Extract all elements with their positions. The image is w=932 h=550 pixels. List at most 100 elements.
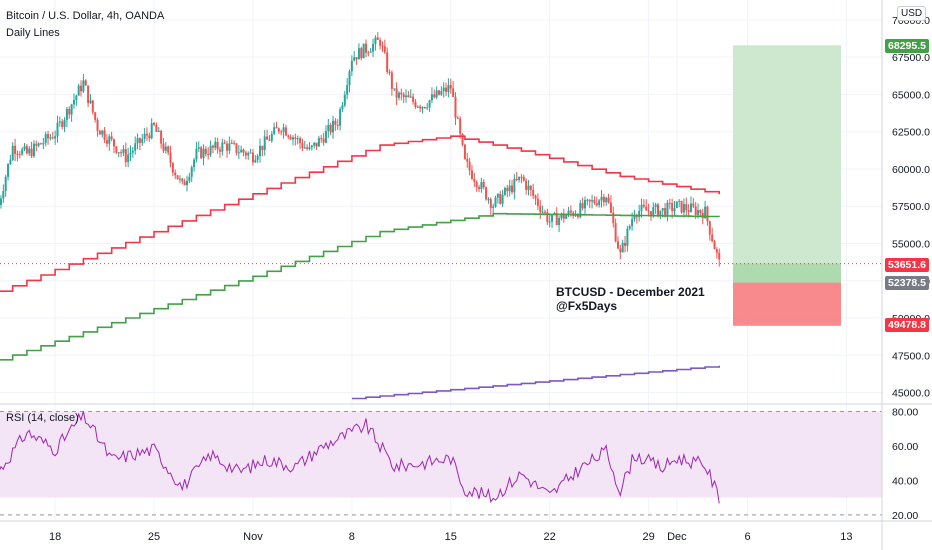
candle-body (631, 219, 634, 227)
candle-body (489, 199, 492, 208)
candle-body (96, 119, 99, 131)
candle-body (638, 210, 641, 218)
candle-body (437, 90, 440, 95)
candle-body (548, 221, 551, 223)
candle-body (117, 152, 120, 154)
candle-body (35, 143, 38, 146)
candle-body (153, 123, 156, 125)
candle-body (449, 85, 452, 89)
candle-body (680, 200, 683, 213)
candle-body (266, 136, 269, 140)
candle-body (442, 87, 445, 92)
candle-body (80, 85, 83, 92)
candle-body (223, 142, 226, 144)
candle-body (694, 206, 697, 215)
candle-body (98, 130, 101, 135)
candle-body (372, 44, 375, 52)
candle-body (499, 193, 502, 204)
candle-body (40, 143, 42, 145)
candle-body (221, 142, 224, 152)
time-tick-label: Nov (243, 531, 263, 543)
candle-body (190, 167, 193, 177)
rsi-pane (0, 410, 882, 516)
candle-body (624, 242, 627, 246)
candle-body (228, 143, 231, 151)
candle-body (18, 154, 21, 156)
candle-body (249, 152, 252, 154)
candle-body (692, 203, 695, 207)
candle-body (329, 124, 332, 133)
candle-body (666, 202, 669, 217)
candle-body (259, 145, 262, 157)
candle-body (685, 204, 688, 211)
candle-body (313, 142, 316, 146)
candle-body (586, 199, 589, 201)
candle-body (21, 149, 24, 155)
candle-body (541, 211, 544, 213)
candle-body (251, 152, 254, 163)
candle-body (226, 143, 229, 151)
candle-body (645, 206, 648, 211)
candle-body (487, 199, 490, 201)
candle-body (84, 80, 87, 86)
candle-body (619, 248, 622, 253)
candle-body (419, 106, 422, 109)
currency-button[interactable]: USD (897, 6, 927, 21)
candle-body (423, 107, 426, 109)
candle-body (315, 142, 318, 147)
candle-body (310, 145, 313, 148)
open-profit-zone (733, 263, 841, 283)
candle-body (346, 85, 349, 95)
candle-body (306, 147, 309, 150)
candle-body (605, 197, 608, 203)
candle-body (612, 212, 615, 224)
time-tick-label: 18 (49, 531, 61, 543)
candle-body (515, 178, 518, 181)
candle-body (4, 176, 7, 192)
candle-body (718, 252, 721, 260)
candle-body (77, 85, 80, 96)
rsi-tick-label: 40.00 (892, 475, 918, 487)
candle-body (247, 152, 250, 156)
price-tick-label: 67500.0 (892, 52, 930, 64)
candle-body (461, 133, 464, 145)
candle-body (334, 120, 337, 125)
candle-body (511, 185, 513, 193)
candle-body (211, 145, 214, 148)
candle-body (485, 187, 488, 200)
candle-body (332, 120, 335, 133)
candle-body (543, 211, 546, 213)
candle-body (569, 210, 572, 213)
price-tick-label: 47500.0 (892, 350, 930, 362)
candle-body (713, 241, 716, 250)
candle-body (478, 187, 481, 189)
candle-body (322, 138, 325, 143)
candle-body (141, 138, 144, 143)
candle-body (230, 142, 233, 144)
candle-body (402, 94, 405, 98)
candle-body (520, 176, 523, 178)
red-daily-line (0, 135, 720, 292)
target-zone (733, 45, 841, 283)
candle-body (600, 196, 603, 201)
candle-body (273, 127, 276, 134)
time-tick-label: 22 (544, 531, 556, 543)
candle-body (320, 138, 323, 140)
candle-body (61, 121, 64, 127)
candle-body (364, 43, 367, 53)
price-tick-label: 62500.0 (892, 127, 930, 139)
candle-body (614, 223, 617, 242)
candle-body (108, 136, 111, 144)
candle-body (209, 145, 212, 155)
candle-body (303, 147, 306, 149)
candle-body (400, 92, 403, 95)
candle-body (445, 87, 448, 92)
candle-body (94, 112, 97, 120)
candle-body (171, 163, 174, 173)
candle-body (47, 134, 50, 139)
candle-body (207, 154, 210, 156)
candle-body (397, 92, 400, 98)
candle-body (268, 139, 271, 141)
candle-body (407, 95, 410, 98)
